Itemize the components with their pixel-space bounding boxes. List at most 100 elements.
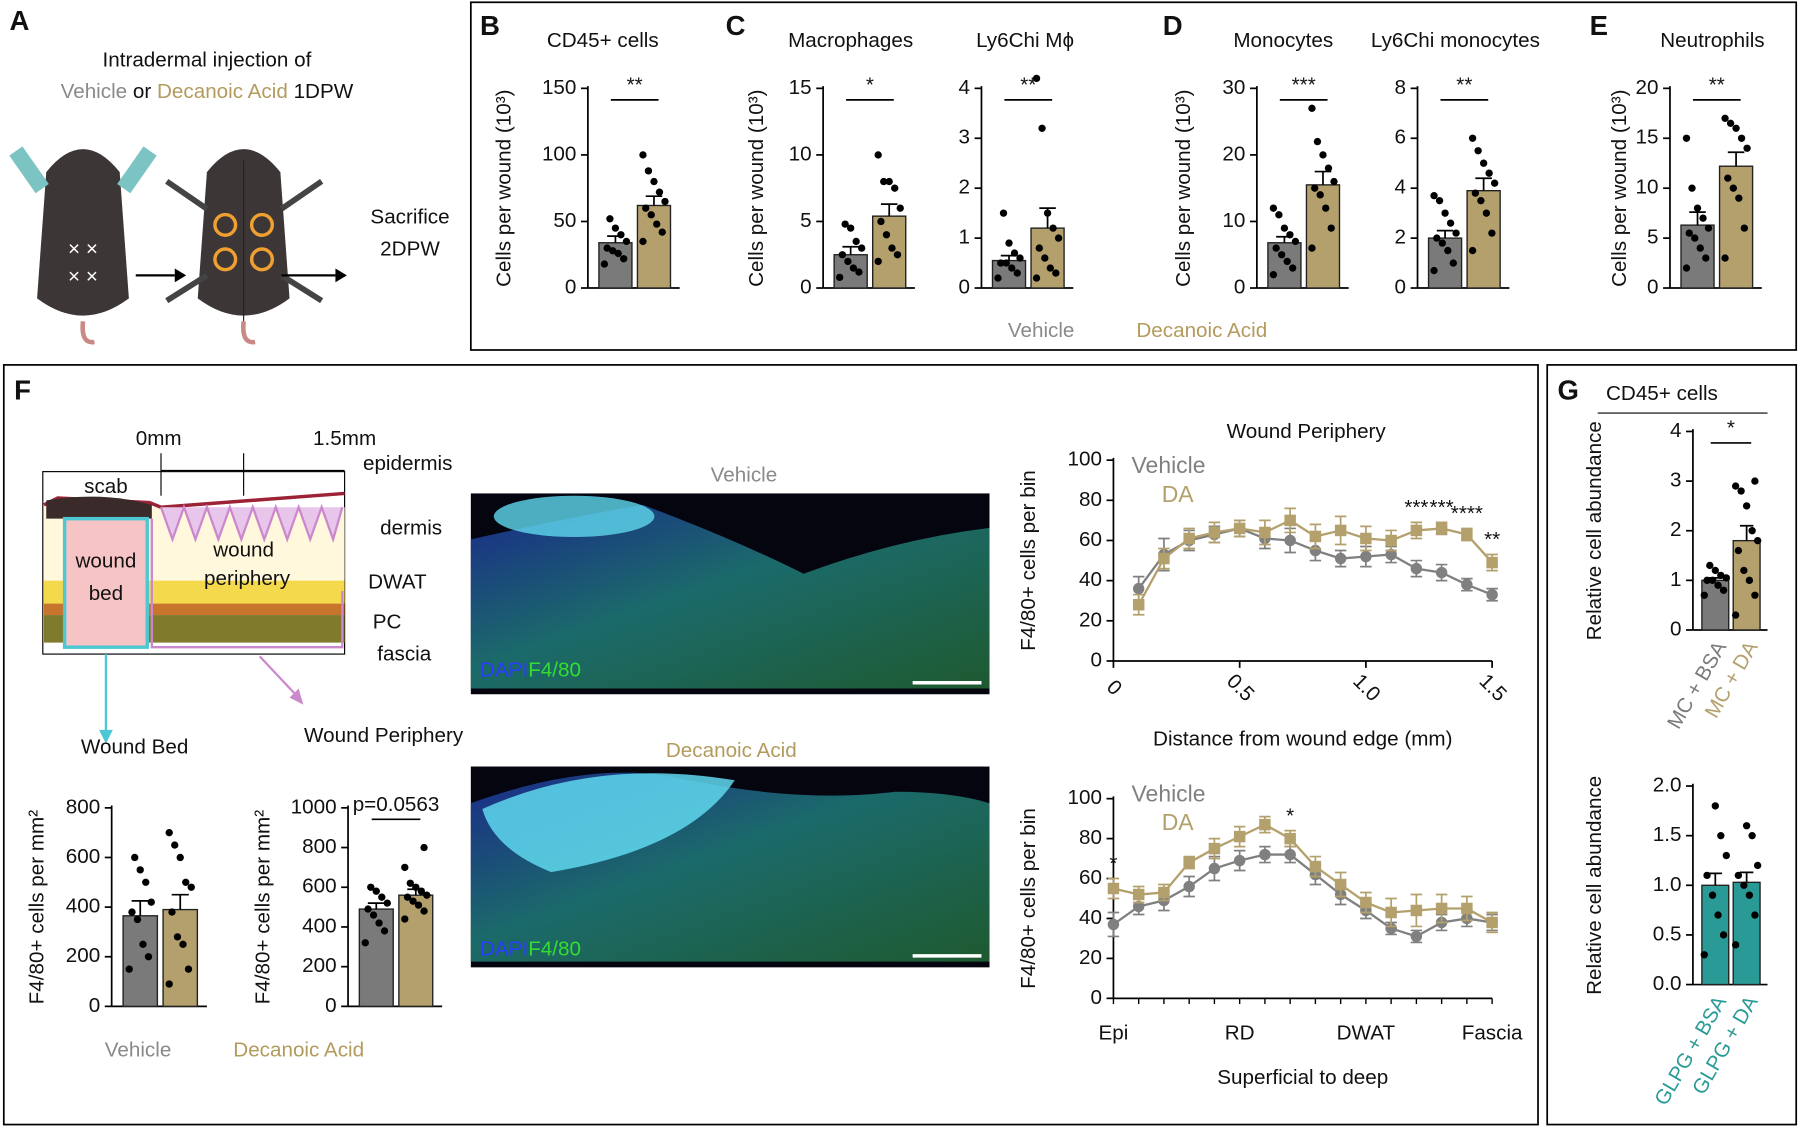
x-axis-label: Superficial to deep (1217, 1066, 1388, 1089)
panel-label: B (480, 10, 500, 41)
stain-label: DAPI (480, 659, 528, 682)
data-point (852, 237, 860, 246)
data-point (1049, 224, 1057, 232)
data-point (1286, 231, 1294, 239)
panel-label: E (1590, 10, 1608, 41)
data-point (1753, 536, 1762, 545)
data-point (1322, 204, 1330, 212)
data-point (608, 247, 617, 255)
significance-label: * (1727, 417, 1735, 440)
data-point (600, 260, 609, 268)
data-point (1284, 534, 1296, 547)
data-point (1038, 124, 1046, 132)
data-point (1751, 477, 1759, 485)
y-tick-label: 100 (542, 142, 576, 165)
panel-label: D (1163, 10, 1183, 41)
data-point (855, 268, 863, 276)
data-point (133, 915, 142, 924)
data-point (1682, 264, 1691, 272)
y-tick-label: 2 (959, 176, 970, 199)
data-point (1385, 906, 1397, 919)
data-point (1430, 266, 1438, 275)
schematic-label: DWAT (368, 570, 427, 593)
chart-title: Ly6Chi Mϕ (976, 29, 1074, 52)
significance-label: ** (1484, 528, 1500, 551)
data-point (1708, 891, 1717, 899)
y-tick-label: 0 (1090, 986, 1101, 1009)
data-point (841, 220, 849, 228)
data-point (1330, 177, 1338, 186)
series-line (1112, 853, 1493, 938)
data-point (401, 915, 409, 923)
y-tick-label: 60 (1079, 866, 1102, 889)
error-bar (367, 902, 385, 910)
data-point (1477, 196, 1485, 205)
data-point (168, 908, 176, 916)
data-point (1702, 254, 1710, 262)
data-point (1311, 184, 1319, 192)
data-point (1461, 578, 1473, 591)
data-point (1324, 164, 1333, 172)
data-point (403, 893, 412, 901)
data-point (1233, 830, 1246, 843)
error-bar (1689, 211, 1706, 226)
data-point (176, 853, 184, 862)
wound (213, 247, 238, 272)
data-point (1748, 527, 1756, 535)
y-tick-label: 0 (565, 275, 576, 298)
data-point (1360, 532, 1372, 545)
data-point (644, 167, 653, 175)
data-point (1486, 588, 1498, 601)
data-point (1309, 530, 1322, 543)
data-point (1743, 144, 1751, 152)
micrograph (470, 766, 990, 968)
legend-entry: DA (1162, 481, 1195, 507)
schematic-label: wound (75, 550, 137, 573)
y-tick-label: 1.5 (1653, 823, 1682, 846)
data-point (882, 231, 891, 239)
y-axis-label: Relative cell abundance (1583, 421, 1606, 640)
data-point (885, 177, 893, 186)
significance-label: *** (1404, 496, 1428, 519)
or-label: or (133, 80, 151, 103)
legend-entry: Vehicle (1132, 780, 1206, 806)
data-point (1485, 169, 1493, 177)
y-tick-label: 15 (789, 76, 812, 99)
data-point (1726, 119, 1735, 127)
bar (1680, 224, 1715, 289)
y-tick-label: 200 (66, 944, 100, 967)
y-tick-label: 1 (959, 226, 970, 249)
data-point (1704, 224, 1713, 232)
data-point (1410, 930, 1423, 943)
data-point (1441, 209, 1449, 217)
panel-a-text: Sacrifice (370, 205, 449, 228)
data-point (1693, 204, 1702, 212)
data-point (1107, 918, 1120, 931)
data-point (611, 224, 620, 232)
data-point (835, 273, 844, 282)
data-point (361, 939, 369, 947)
data-point (1682, 134, 1691, 142)
data-point (603, 244, 611, 252)
data-point (144, 953, 153, 961)
data-point (1183, 856, 1195, 869)
data-point (647, 211, 655, 219)
panel-label: G (1558, 375, 1579, 406)
bar (636, 204, 672, 289)
y-tick-label: 3 (959, 126, 970, 149)
stain-label: F4/80 (528, 938, 581, 961)
scab-signal (482, 773, 735, 873)
mouse-body (37, 149, 129, 316)
y-tick-label: 3 (1670, 469, 1681, 492)
y-tick-label: 0 (1670, 617, 1681, 640)
arrowhead (289, 688, 304, 705)
y-tick-label: 0 (1395, 275, 1406, 298)
scab (46, 496, 152, 519)
error-bar (1475, 177, 1492, 191)
data-point (1722, 574, 1730, 582)
data-point (1283, 257, 1291, 266)
arrow (258, 655, 298, 697)
data-point (874, 257, 882, 266)
error-bar (842, 245, 859, 255)
